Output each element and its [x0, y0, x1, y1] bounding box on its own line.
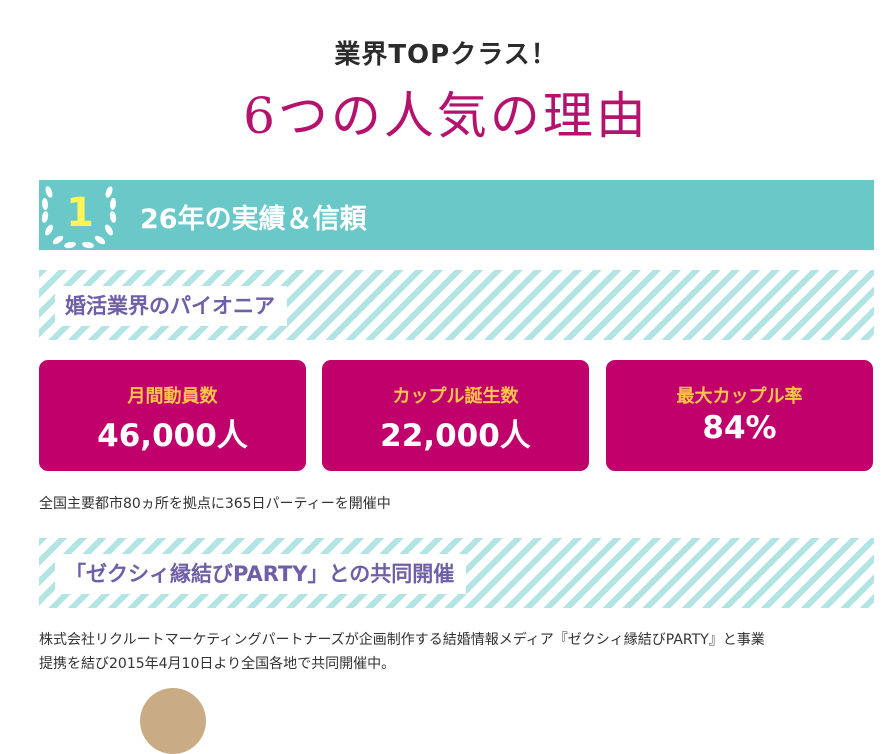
heading-subtitle: 業界TOPクラス！	[334, 40, 558, 70]
heading-title: 6つの人気の理由	[243, 87, 649, 145]
partner-text-line-1: 株式会社リクルートマーケティングパートナーズが企画制作する結婚情報メディア『ゼク…	[39, 632, 765, 648]
stat-label: 最大カップル率	[676, 386, 803, 407]
section-header-zexy-party: 「ゼクシィ縁結びPARTY」との共同開催	[39, 538, 874, 608]
stat-card-max-couple-rate: 最大カップル率 84%	[606, 360, 873, 471]
avatar	[140, 688, 206, 754]
stat-card-couples-formed: カップル誕生数 22,000人	[322, 360, 589, 471]
reason-title: 26年の実績＆信頼	[140, 204, 367, 235]
stat-value: 46,000人	[97, 418, 248, 454]
reason-header-bar: 1 26年の実績＆信頼	[39, 180, 874, 250]
section-label: 「ゼクシィ縁結びPARTY」との共同開催	[55, 554, 467, 594]
stat-value: 84%	[702, 410, 777, 446]
stat-label: カップル誕生数	[392, 386, 519, 407]
partner-text-line-2: 提携を結び2015年4月10日より全国各地で共同開催中。	[39, 656, 396, 672]
reason-number: 1	[66, 190, 94, 236]
section-header-pioneer: 婚活業界のパイオニア	[39, 270, 874, 340]
stat-card-monthly-attendance: 月間動員数 46,000人	[39, 360, 306, 471]
network-text: 全国主要都市80ヵ所を拠点に365日パーティーを開催中	[39, 496, 391, 512]
stat-label: 月間動員数	[127, 386, 218, 407]
section-label: 婚活業界のパイオニア	[55, 286, 287, 326]
partner-text: 株式会社リクルートマーケティングパートナーズが企画制作する結婚情報メディア『ゼク…	[39, 628, 765, 676]
stat-value: 22,000人	[380, 418, 531, 454]
laurel-wreath-icon	[41, 186, 117, 249]
